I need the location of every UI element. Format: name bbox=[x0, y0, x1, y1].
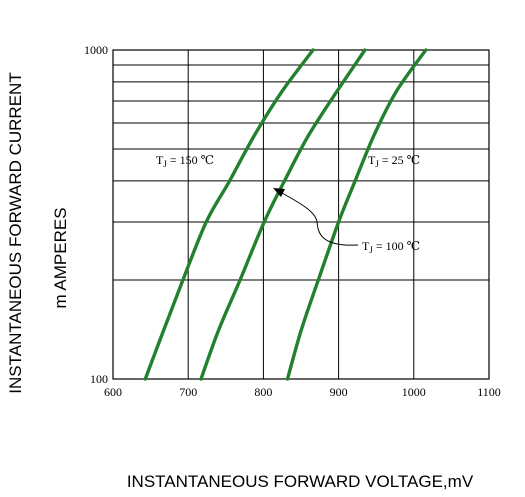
plot-frame bbox=[112, 49, 490, 380]
tick-labels: 600 700 800 900 1000 1100 100 1000 bbox=[84, 43, 501, 399]
label-150-prefix: T bbox=[156, 153, 164, 167]
label-150-suffix: = 150 ℃ bbox=[170, 153, 214, 167]
curves bbox=[143, 48, 428, 381]
label-series-25: TJ = 25 ℃ bbox=[368, 153, 420, 169]
label-series-100: TJ = 100 ℃ bbox=[362, 239, 420, 255]
label-100-pointer-arrowhead bbox=[273, 188, 285, 197]
label-25-sub: J bbox=[375, 159, 379, 169]
series-line-2 bbox=[285, 48, 428, 381]
label-100-suffix: = 100 ℃ bbox=[376, 239, 420, 253]
y-axis-label-line2: m AMPERES bbox=[51, 207, 70, 308]
x-tick-label-1100: 1100 bbox=[477, 385, 501, 399]
label-series-150: TJ = 150 ℃ bbox=[156, 153, 214, 169]
y-axis-label-line1: INSTANTANEOUS FORWARD CURRENT bbox=[6, 72, 25, 393]
x-tick-label-700: 700 bbox=[179, 385, 197, 399]
x-tick-label-800: 800 bbox=[254, 385, 272, 399]
x-tick-label-900: 900 bbox=[330, 385, 348, 399]
x-tick-label-600: 600 bbox=[104, 385, 122, 399]
series-line-1 bbox=[199, 48, 367, 381]
x-tick-label-1000: 1000 bbox=[402, 385, 426, 399]
y-tick-label-100: 100 bbox=[90, 372, 108, 386]
label-100-pointer-line bbox=[281, 192, 359, 246]
series-line-0 bbox=[143, 48, 315, 381]
label-150-sub: J bbox=[163, 159, 167, 169]
x-axis-label: INSTANTANEOUS FORWARD VOLTAGE,mV bbox=[127, 472, 474, 491]
y-tick-label-1000: 1000 bbox=[84, 43, 108, 57]
label-25-suffix: = 25 ℃ bbox=[382, 153, 420, 167]
label-100-prefix: T bbox=[362, 239, 370, 253]
grid bbox=[112, 49, 490, 380]
label-25-prefix: T bbox=[368, 153, 376, 167]
label-100-sub: J bbox=[369, 245, 373, 255]
